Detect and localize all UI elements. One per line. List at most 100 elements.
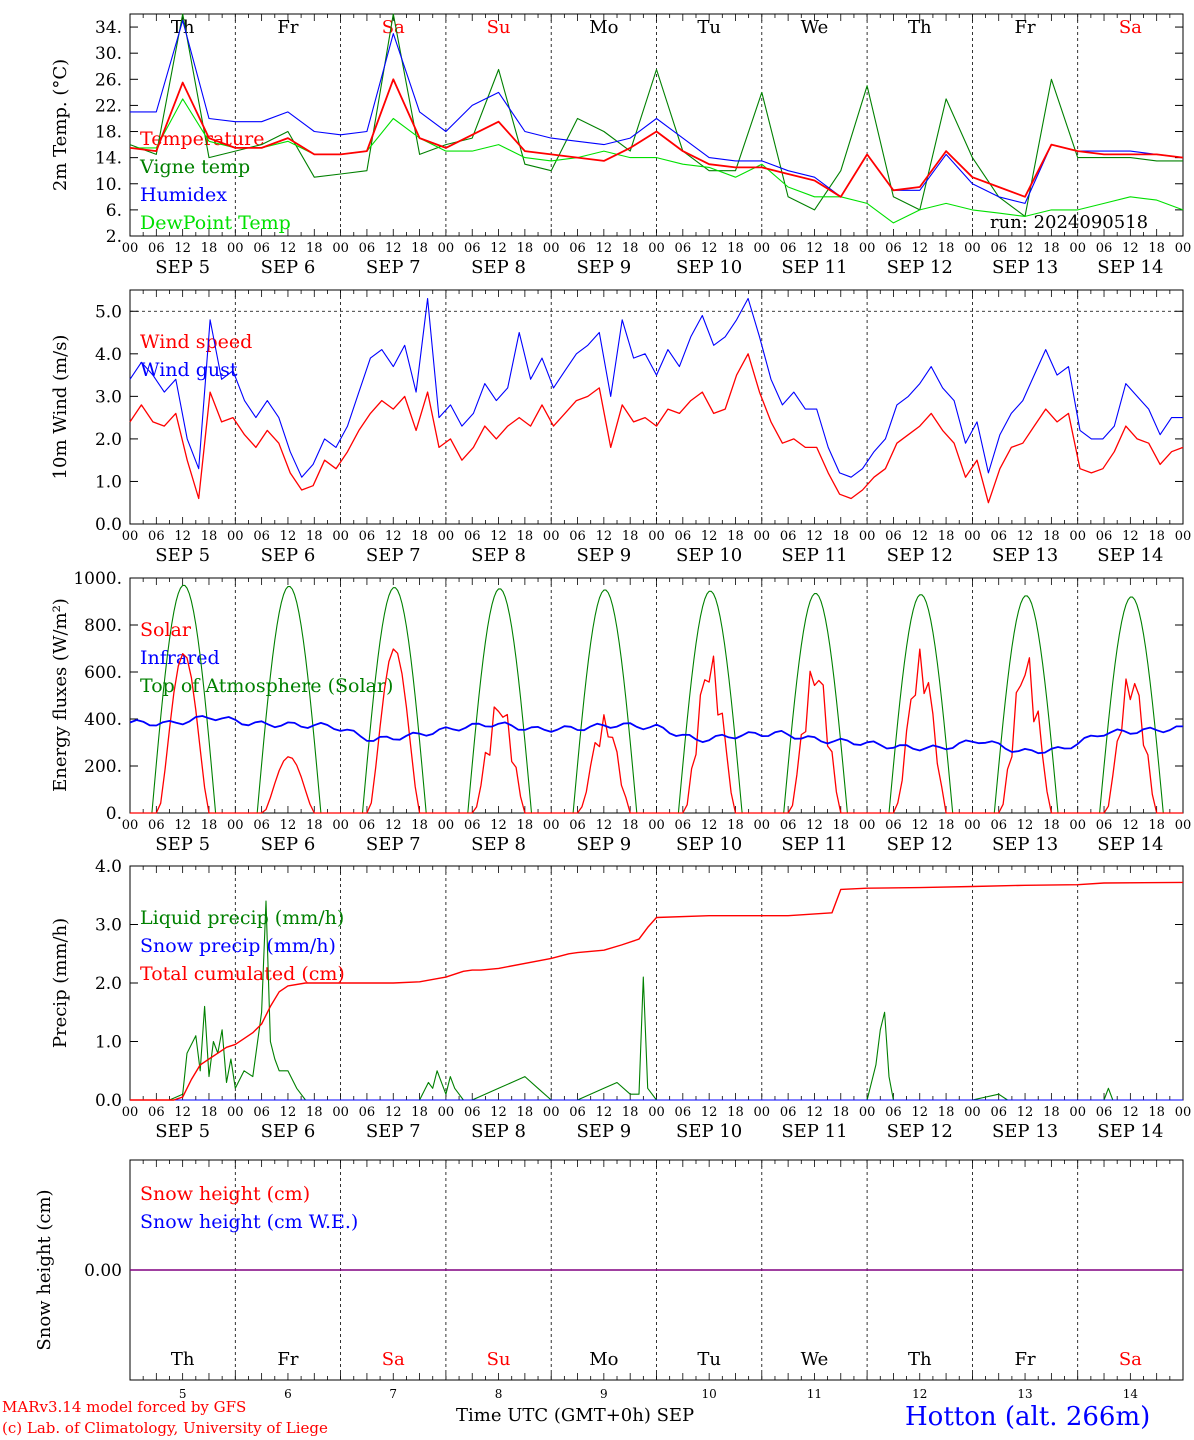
- y-tick-label: 10.: [95, 175, 122, 195]
- day-number-label: 11: [807, 1387, 822, 1401]
- hour-tick-label: 12: [596, 1105, 613, 1120]
- series-vigne-temp: [129, 13, 1183, 217]
- legend-entry: Snow height (cm): [140, 1183, 310, 1205]
- y-tick-label: 400.: [84, 710, 122, 730]
- day-number-label: 12: [912, 1387, 927, 1401]
- hour-tick-label: 00: [543, 529, 560, 544]
- series-infrared: [129, 715, 1183, 755]
- hour-tick-label: 18: [306, 818, 323, 833]
- hour-tick-label: 00: [227, 529, 244, 544]
- hour-tick-label: 12: [806, 241, 823, 256]
- hour-tick-label: 18: [306, 1105, 323, 1120]
- hour-tick-label: 06: [1096, 1105, 1113, 1120]
- date-label: SEP 9: [576, 545, 631, 566]
- hour-tick-label: 12: [1017, 1105, 1034, 1120]
- date-label: SEP 9: [576, 1121, 631, 1142]
- hour-tick-label: 12: [806, 529, 823, 544]
- hour-tick-label: 12: [701, 1105, 718, 1120]
- weekday-label: Fr: [1015, 17, 1036, 38]
- weekday-label: Th: [171, 17, 195, 38]
- hour-tick-label: 06: [885, 241, 902, 256]
- hour-tick-label: 00: [438, 1105, 455, 1120]
- date-label: SEP 13: [992, 545, 1058, 566]
- hour-tick-label: 12: [174, 818, 191, 833]
- hour-tick-label: 06: [569, 1105, 586, 1120]
- weekday-label: Su: [487, 17, 511, 38]
- hour-tick-label: 06: [359, 818, 376, 833]
- hour-tick-label: 18: [306, 529, 323, 544]
- hour-tick-label: 06: [569, 241, 586, 256]
- hour-tick-label: 18: [938, 818, 955, 833]
- date-label: SEP 7: [366, 545, 421, 566]
- hour-tick-label: 18: [201, 241, 218, 256]
- weekday-label: Mo: [589, 17, 618, 38]
- hour-tick-label: 18: [201, 529, 218, 544]
- y-tick-label: 600.: [84, 663, 122, 683]
- date-label: SEP 14: [1097, 257, 1163, 278]
- hour-tick-label: 18: [727, 1105, 744, 1120]
- hour-tick-label: 12: [911, 529, 928, 544]
- y-tick-label: 0.00: [84, 1261, 122, 1281]
- weekday-label: Sa: [382, 17, 405, 38]
- hour-tick-label: 00: [648, 529, 665, 544]
- day-number-label: 14: [1123, 1387, 1139, 1401]
- hour-tick-label: 06: [780, 529, 797, 544]
- hour-tick-label: 18: [1043, 529, 1060, 544]
- day-number-label: 9: [600, 1387, 608, 1401]
- weekday-label: Th: [171, 1349, 195, 1370]
- legend-entry: Solar: [140, 619, 192, 641]
- model-credit: MARv3.14 model forced by GFS: [2, 1398, 247, 1416]
- y-tick-label: 1000.: [73, 569, 122, 589]
- y-tick-label: 18.: [95, 123, 122, 143]
- hour-tick-label: 18: [727, 241, 744, 256]
- date-label: SEP 13: [992, 834, 1058, 855]
- hour-tick-label: 12: [280, 818, 297, 833]
- hour-tick-label: 00: [227, 818, 244, 833]
- hour-tick-label: 00: [227, 241, 244, 256]
- hour-tick-label: 18: [622, 241, 639, 256]
- hour-tick-label: 12: [280, 1105, 297, 1120]
- date-label: SEP 8: [471, 1121, 526, 1142]
- date-label: SEP 6: [261, 257, 316, 278]
- legend-entry: DewPoint Temp: [140, 212, 291, 234]
- hour-tick-label: 00: [332, 818, 349, 833]
- y-tick-label: 2.0: [95, 430, 122, 450]
- legend-entry: Total cumulated (cm): [140, 963, 345, 985]
- hour-tick-label: 00: [332, 1105, 349, 1120]
- hour-tick-label: 18: [1148, 1105, 1165, 1120]
- x-axis-title: Time UTC (GMT+0h) SEP: [456, 1405, 695, 1426]
- hour-tick-label: 18: [411, 529, 428, 544]
- date-label: SEP 7: [366, 1121, 421, 1142]
- hour-tick-label: 06: [148, 241, 165, 256]
- hour-tick-label: 12: [1122, 241, 1139, 256]
- y-tick-label: 2.0: [95, 974, 122, 994]
- hour-tick-label: 06: [359, 1105, 376, 1120]
- hour-tick-label: 06: [780, 818, 797, 833]
- hour-tick-label: 00: [332, 241, 349, 256]
- hour-tick-label: 12: [806, 818, 823, 833]
- hour-tick-label: 18: [727, 818, 744, 833]
- hour-tick-label: 12: [174, 529, 191, 544]
- hour-tick-label: 06: [359, 529, 376, 544]
- hour-tick-label: 00: [122, 241, 139, 256]
- hour-tick-label: 12: [806, 1105, 823, 1120]
- legend-entry: Snow precip (mm/h): [140, 935, 336, 957]
- hour-tick-label: 12: [490, 241, 507, 256]
- date-label: SEP 6: [261, 834, 316, 855]
- hour-tick-label: 12: [701, 818, 718, 833]
- hour-tick-label: 00: [122, 818, 139, 833]
- hour-tick-label: 12: [174, 1105, 191, 1120]
- weekday-label: Fr: [1015, 1349, 1036, 1370]
- hour-tick-label: 00: [438, 818, 455, 833]
- date-label: SEP 14: [1097, 1121, 1163, 1142]
- series-solar: [130, 648, 1183, 814]
- hour-tick-label: 00: [754, 241, 771, 256]
- hour-tick-label: 18: [938, 1105, 955, 1120]
- hour-tick-label: 18: [1148, 529, 1165, 544]
- date-label: SEP 5: [155, 834, 210, 855]
- y-tick-label: 800.: [84, 616, 122, 636]
- hour-tick-label: 06: [569, 818, 586, 833]
